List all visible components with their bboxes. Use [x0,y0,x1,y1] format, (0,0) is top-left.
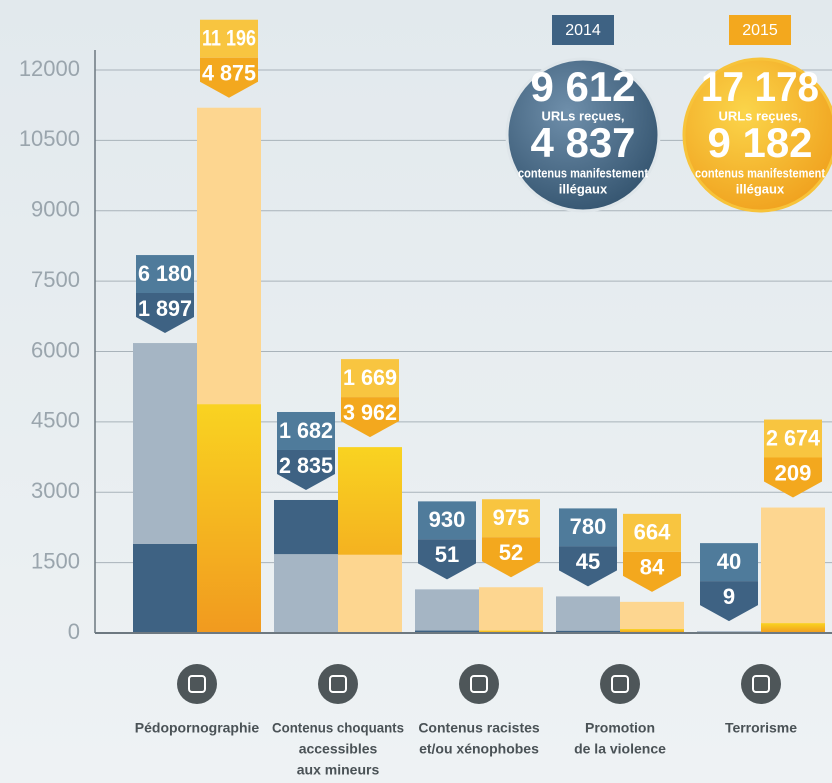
flag-illegal-label: 2 835 [279,453,333,478]
year-badge [729,15,791,45]
flag-illegal-label: 1 897 [138,296,192,321]
category-icon-glyph [752,675,770,693]
flag-top [341,359,399,398]
bar-urls [479,587,543,633]
flag-bottom [559,546,617,587]
x-tick-label: Contenus racistes [418,720,540,736]
flag-illegal-label: 51 [435,542,459,567]
flag-top [200,19,258,58]
x-tick-label: Pédopornographie [135,720,260,736]
flag-urls-label: 930 [429,507,466,532]
x-tick-label: aux mineurs [297,762,380,778]
flag-top [764,419,822,458]
total-illegal: 4 837 [530,119,635,166]
bar-illegal [415,630,479,633]
flag-top [482,499,540,538]
total-urls-caption: URLs reçues, [541,108,624,123]
flag-urls-label: 1 682 [279,418,333,443]
flag-illegal-label: 209 [775,460,812,485]
flag-top [277,411,335,450]
flag-illegal-label: 4 875 [202,61,256,86]
flag-bottom [482,537,540,578]
flag-top [418,501,476,540]
flag-urls-label: 780 [570,514,607,539]
category-icon-glyph [470,675,488,693]
total-illegal-caption: illégaux [559,181,608,196]
flag-bottom [341,397,399,438]
bar-illegal [479,630,543,633]
category-icon-glyph [329,675,347,693]
category-icon [177,664,217,704]
bar-urls [620,601,684,633]
bar-urls [338,554,402,633]
x-tick-label: Contenus choquants [272,720,404,736]
category-icon-glyph [611,675,629,693]
flag-illegal-label: 52 [499,540,523,565]
category-icon-glyph [188,675,206,693]
y-tick-label: 9000 [31,197,80,222]
flag-bottom [700,581,758,622]
total-circle [682,57,832,213]
x-tick-label: et/ou xénophobes [419,741,539,757]
bar-urls [556,596,620,633]
y-tick-label: 0 [68,619,80,644]
category-icon [459,664,499,704]
total-illegal: 9 182 [707,119,812,166]
legend-label: 2014 [565,22,601,39]
total-urls-caption: URLs reçues, [718,108,801,123]
total-urls: 17 178 [701,63,819,110]
bar-illegal [133,543,197,633]
y-tick-label: 10500 [19,126,80,151]
total-illegal-caption: illégaux [736,181,785,196]
bar-urls [761,507,825,633]
total-illegal-caption: contenus manifestement [518,165,649,180]
flag-top [700,543,758,582]
total-circle [505,57,661,213]
y-tick-label: 7500 [31,267,80,292]
bar-illegal [761,623,825,633]
flag-urls-label: 1 669 [343,365,397,390]
flag-illegal-label: 84 [640,555,665,580]
flag-illegal-label: 3 962 [343,400,397,425]
category-icon [741,664,781,704]
bar-urls [415,589,479,633]
y-tick-label: 1500 [31,548,80,573]
flag-bottom [200,57,258,98]
year-badge [552,15,614,45]
x-tick-label: accessibles [299,741,378,757]
flag-urls-label: 2 674 [766,425,821,450]
flag-bottom [623,551,681,592]
flag-top [623,513,681,552]
flag-bottom [277,449,335,490]
flag-urls-label: 6 180 [138,261,192,286]
bar-urls [274,554,338,633]
flag-bottom [764,457,822,498]
category-icon [318,664,358,704]
flag-urls-label: 40 [717,549,741,574]
flag-bottom [136,293,194,334]
y-tick-label: 4500 [31,408,80,433]
bar-illegal [620,629,684,633]
flag-illegal-label: 9 [723,584,735,609]
y-tick-label: 6000 [31,337,80,362]
total-illegal-caption: contenus manifestement [695,165,826,180]
flag-urls-label: 975 [493,505,530,530]
flag-illegal-label: 45 [576,549,600,574]
x-tick-label: Promotion [585,720,655,736]
bar-illegal [556,630,620,633]
flag-top [559,508,617,547]
x-tick-label: de la violence [574,741,666,757]
total-urls: 9 612 [530,63,635,110]
x-tick-label: Terrorisme [725,720,797,736]
flag-urls-label: 664 [634,520,671,545]
flag-top [136,255,194,294]
flag-bottom [418,539,476,580]
legend-label: 2015 [742,22,778,39]
y-tick-label: 12000 [19,56,80,81]
y-tick-label: 3000 [31,478,80,503]
flag-urls-label: 11 196 [202,26,256,51]
bar-illegal [197,404,261,633]
category-icon [600,664,640,704]
